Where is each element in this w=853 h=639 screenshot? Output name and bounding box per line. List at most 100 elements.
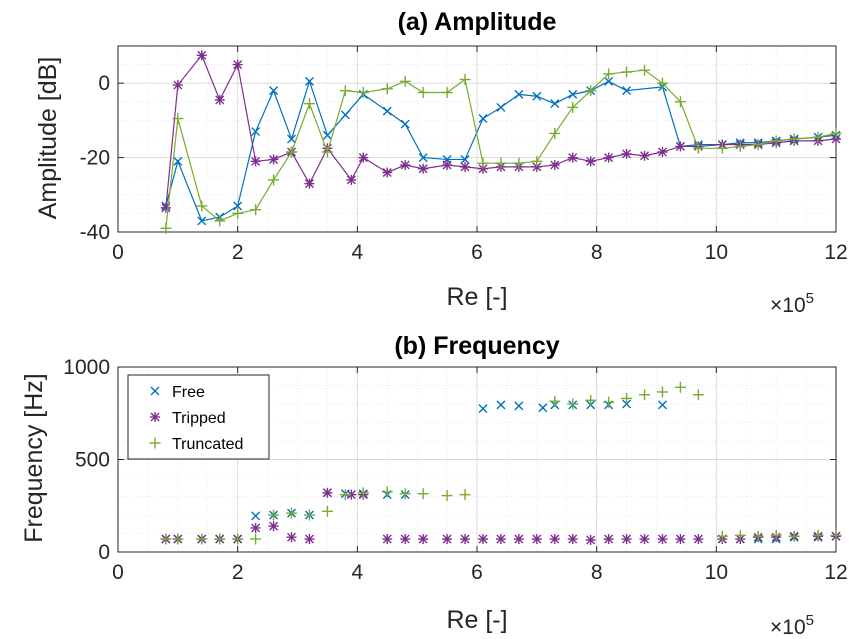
amplitude-point-truncated bbox=[214, 215, 226, 227]
amplitude-point-truncated bbox=[812, 131, 824, 143]
frequency-point-truncated bbox=[603, 396, 615, 408]
amplitude-point-free bbox=[622, 86, 632, 96]
amplitude-point-tripped bbox=[442, 160, 453, 171]
amplitude-point-tripped bbox=[400, 160, 411, 171]
amplitude-point-truncated bbox=[172, 113, 184, 125]
amplitude-panel: 0 2 4 6 8 10 12 -40 -20 0 (a) Amplitude Re [-] Am… bbox=[34, 8, 848, 317]
amplitude-point-free bbox=[173, 156, 183, 166]
frequency-point-tripped bbox=[382, 534, 393, 545]
amplitude-tick-labels: 0 2 4 6 8 10 12 -40 -20 0 bbox=[80, 72, 848, 264]
amplitude-point-truncated bbox=[357, 87, 369, 98]
amplitude-point-truncated bbox=[639, 64, 651, 76]
amplitude-point-free bbox=[478, 114, 488, 124]
amplitude-point-truncated bbox=[734, 140, 746, 152]
frequency-point-truncated bbox=[214, 533, 226, 545]
amplitude-point-tripped bbox=[358, 152, 369, 163]
amplitude-point-tripped bbox=[214, 94, 225, 105]
amplitude-x-tick-label: 8 bbox=[591, 241, 603, 264]
amplitude-x-label: Re [-] bbox=[446, 283, 507, 311]
amplitude-point-free bbox=[233, 201, 243, 211]
amplitude-point-truncated bbox=[286, 146, 298, 158]
legend-entry-truncated: Truncated bbox=[149, 436, 243, 453]
amplitude-point-free bbox=[400, 119, 410, 129]
frequency-point-truncated bbox=[339, 489, 351, 501]
amplitude-y-tick-label: -40 bbox=[80, 221, 110, 244]
frequency-point-truncated bbox=[357, 487, 369, 499]
amplitude-point-truncated bbox=[441, 87, 453, 98]
amplitude-grid bbox=[117, 45, 837, 233]
amplitude-point-truncated bbox=[656, 77, 668, 89]
frequency-point-truncated bbox=[286, 507, 298, 519]
frequency-point-tripped bbox=[549, 534, 560, 545]
frequency-point-truncated bbox=[656, 386, 668, 398]
amplitude-x-tick-label: 2 bbox=[232, 241, 244, 264]
frequency-point-truncated bbox=[250, 533, 262, 545]
amplitude-point-truncated bbox=[339, 85, 351, 97]
frequency-point-tripped bbox=[585, 534, 596, 545]
amplitude-point-truncated bbox=[567, 101, 579, 113]
frequency-point-tripped bbox=[495, 534, 506, 545]
frequency-panel: 0 2 4 6 8 10 12 0 500 1000 (b) Frequency Re [-] F… bbox=[20, 332, 848, 639]
frequency-y-tick-label: 0 bbox=[98, 541, 110, 564]
amplitude-point-truncated bbox=[770, 135, 782, 147]
frequency-point-truncated bbox=[674, 381, 686, 393]
amplitude-point-free bbox=[568, 89, 578, 99]
amplitude-point-tripped bbox=[567, 152, 578, 163]
frequency-point-truncated bbox=[788, 530, 800, 542]
amplitude-point-free bbox=[269, 86, 279, 96]
amplitude-point-free bbox=[382, 106, 392, 116]
amplitude-x-tick-label: 4 bbox=[351, 241, 363, 264]
amplitude-point-tripped bbox=[382, 167, 393, 178]
amplitude-point-free bbox=[251, 127, 261, 137]
frequency-point-tripped bbox=[621, 534, 632, 545]
amplitude-x-multiplier: ×105 bbox=[770, 290, 814, 317]
frequency-point-truncated bbox=[303, 509, 315, 521]
frequency-point-truncated bbox=[716, 530, 728, 542]
amplitude-point-free bbox=[322, 130, 332, 140]
amplitude-x-tick-label: 6 bbox=[471, 241, 483, 264]
amplitude-point-tripped bbox=[346, 174, 357, 185]
frequency-point-truncated bbox=[692, 389, 704, 401]
frequency-point-free bbox=[622, 399, 632, 409]
frequency-point-truncated bbox=[812, 529, 824, 541]
amplitude-point-tripped bbox=[621, 148, 632, 159]
amplitude-point-truncated bbox=[549, 127, 561, 139]
amplitude-point-truncated bbox=[160, 222, 172, 234]
amplitude-point-tripped bbox=[160, 202, 171, 213]
amplitude-point-tripped bbox=[232, 59, 243, 70]
frequency-x-tick-label: 12 bbox=[824, 561, 847, 584]
amplitude-point-free bbox=[532, 91, 542, 101]
amplitude-point-truncated bbox=[250, 204, 262, 216]
frequency-point-tripped bbox=[531, 534, 542, 545]
amplitude-point-truncated bbox=[716, 142, 728, 154]
amplitude-point-truncated bbox=[603, 68, 615, 80]
amplitude-point-truncated bbox=[381, 83, 393, 95]
frequency-axes bbox=[117, 366, 837, 553]
frequency-point-truncated bbox=[549, 395, 561, 407]
legend-entry-free: Free bbox=[150, 384, 205, 401]
amplitude-title: (a) Amplitude bbox=[398, 8, 557, 36]
amplitude-point-truncated bbox=[268, 174, 280, 186]
frequency-point-free bbox=[657, 400, 667, 410]
amplitude-point-tripped bbox=[603, 152, 614, 163]
legend-label-truncated: Truncated bbox=[172, 436, 243, 453]
amplitude-point-truncated bbox=[621, 66, 633, 78]
frequency-point-free bbox=[496, 400, 506, 410]
frequency-title: (b) Frequency bbox=[394, 332, 559, 360]
frequency-point-tripped bbox=[322, 487, 333, 498]
frequency-series-truncated bbox=[160, 381, 842, 545]
frequency-point-truncated bbox=[770, 529, 782, 541]
amplitude-point-truncated bbox=[321, 146, 333, 158]
amplitude-point-truncated bbox=[513, 157, 525, 169]
frequency-point-truncated bbox=[232, 533, 244, 545]
frequency-point-truncated bbox=[172, 533, 184, 545]
amplitude-point-free bbox=[287, 134, 297, 144]
frequency-point-truncated bbox=[160, 533, 172, 545]
amplitude-point-truncated bbox=[495, 157, 507, 169]
amplitude-point-free bbox=[604, 76, 614, 86]
frequency-x-tick-label: 6 bbox=[471, 561, 483, 584]
frequency-point-truncated bbox=[752, 530, 764, 542]
frequency-point-truncated bbox=[381, 486, 393, 498]
frequency-x-multiplier: ×105 bbox=[770, 612, 814, 639]
